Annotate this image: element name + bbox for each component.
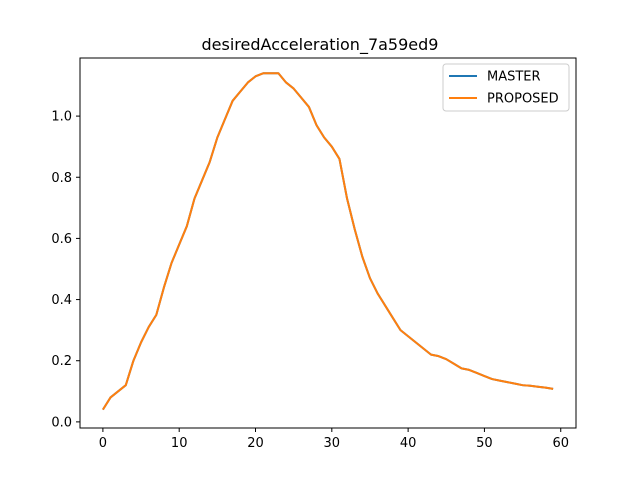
x-tick-label: 10 [171, 436, 188, 451]
legend: MASTER PROPOSED [442, 63, 570, 112]
y-tick-label: 0.0 [51, 415, 72, 430]
plot-area-frame [79, 57, 577, 429]
x-tick-label: 50 [476, 436, 493, 451]
x-tick-label: 20 [247, 436, 264, 451]
y-tick-label: 0.6 [51, 232, 72, 247]
series-line-proposed [102, 72, 554, 411]
x-axis-ticks: 0 10 20 30 40 50 60 [99, 428, 569, 451]
legend-label-master: MASTER [487, 70, 541, 85]
x-tick-label: 40 [400, 436, 417, 451]
legend-label-proposed: PROPOSED [487, 92, 559, 107]
series-layer [102, 72, 554, 411]
x-tick-label: 60 [552, 436, 569, 451]
y-tick-label: 0.4 [51, 293, 72, 308]
y-tick-label: 0.8 [51, 171, 72, 186]
chart-title: desiredAcceleration_7a59ed9 [202, 35, 439, 55]
y-axis-ticks: 0.0 0.2 0.4 0.6 0.8 1.0 [51, 110, 80, 430]
y-tick-label: 0.2 [51, 354, 72, 369]
y-tick-label: 1.0 [51, 110, 72, 125]
x-tick-label: 0 [99, 436, 107, 451]
x-tick-label: 30 [324, 436, 341, 451]
